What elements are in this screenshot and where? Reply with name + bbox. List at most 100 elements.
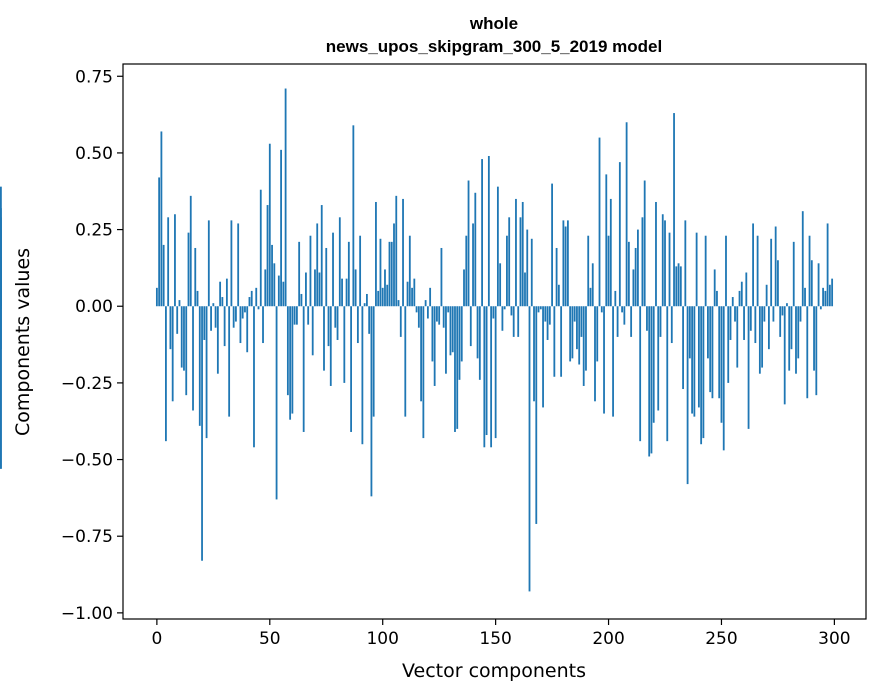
bar-98: [377, 290, 380, 307]
bar-183: [569, 306, 572, 362]
bar-36: [237, 223, 240, 307]
bar-28: [219, 281, 222, 307]
bar-287: [804, 287, 806, 307]
chart-title-line-2: news_upos_skipgram_300_5_2019 model: [326, 37, 662, 56]
bar-213: [637, 229, 639, 307]
bar-55: [280, 149, 282, 307]
bar-227: [668, 232, 671, 307]
bar-51: [271, 244, 273, 307]
bar-24: [210, 306, 212, 331]
bar-128: [445, 306, 447, 374]
bar-146: [485, 306, 488, 436]
bar-284: [797, 306, 800, 359]
bar-160: [517, 306, 520, 337]
bar-48: [264, 269, 267, 307]
bar-238: [693, 306, 696, 417]
bar-178: [557, 284, 560, 307]
bar-41: [248, 297, 251, 307]
bar-13: [185, 306, 188, 396]
bar-193: [591, 263, 594, 307]
bar-94: [368, 306, 371, 334]
bar-134: [458, 306, 461, 380]
bar-196: [598, 137, 601, 307]
bar-121: [429, 287, 432, 307]
bar-43: [253, 306, 255, 448]
bar-96: [372, 306, 375, 417]
bar-186: [576, 306, 578, 350]
bar-233: [682, 306, 684, 390]
y-tick-label: −1.00: [61, 604, 113, 624]
bar-206: [621, 306, 623, 313]
bar-20: [201, 306, 203, 561]
bar-290: [810, 260, 813, 307]
x-tick-label: 100: [366, 629, 398, 649]
bar-239: [695, 232, 698, 307]
x-tick-label: 250: [705, 629, 737, 649]
bar-184: [571, 306, 574, 359]
bar-95: [370, 306, 373, 497]
bar-106: [395, 195, 398, 307]
bar-262: [747, 306, 750, 429]
bar-65: [302, 306, 305, 432]
bar-143: [478, 306, 481, 380]
bar-162: [521, 201, 524, 307]
bar-288: [806, 306, 809, 399]
bar-113: [411, 287, 413, 307]
x-tick-label: 50: [259, 629, 281, 649]
bar-228: [670, 306, 673, 344]
bar-261: [745, 272, 748, 307]
bar-155: [506, 235, 508, 307]
bar-87: [352, 125, 355, 307]
bar-59: [289, 306, 292, 420]
bar-192: [589, 287, 592, 307]
bar-76: [327, 306, 330, 347]
bar-147: [487, 155, 490, 307]
bar-179: [560, 306, 563, 377]
bar-140: [472, 223, 474, 307]
bar-286: [801, 211, 804, 307]
y-axis-label: Components values: [12, 248, 34, 436]
bar-231: [677, 263, 680, 307]
bar-105: [393, 223, 395, 307]
bar-250: [720, 306, 723, 423]
bar-275: [777, 260, 779, 307]
bar-27: [216, 306, 219, 374]
bar-267: [758, 306, 761, 374]
y-tick-label: −0.75: [61, 527, 113, 547]
bar-216: [643, 180, 646, 307]
bar-114: [413, 278, 416, 307]
bar-252: [725, 235, 727, 307]
bar-309: [0, 257, 2, 307]
y-tick-label: −0.25: [61, 374, 113, 394]
bar-185: [573, 306, 576, 322]
bar-150: [494, 306, 497, 439]
bar-70: [314, 269, 316, 307]
bar-257: [736, 306, 739, 368]
bar-181: [564, 226, 567, 307]
bar-93: [366, 293, 368, 307]
bar-205: [618, 162, 621, 307]
bar-245: [709, 306, 712, 393]
bar-80: [336, 306, 339, 340]
bar-198: [603, 306, 605, 414]
bar-1: [158, 177, 161, 307]
bar-243: [704, 235, 707, 307]
bar-129: [447, 306, 450, 313]
bar-124: [436, 306, 438, 322]
bar-151: [496, 186, 499, 307]
bar-174: [548, 306, 551, 325]
bar-292: [815, 306, 818, 396]
bar-212: [634, 247, 637, 307]
bar-82: [341, 278, 343, 307]
bar-40: [246, 306, 249, 353]
bar-269: [763, 306, 766, 322]
bar-139: [469, 306, 472, 347]
bar-47: [262, 306, 264, 344]
x-tick-label: 300: [818, 629, 850, 649]
bar-232: [679, 266, 682, 307]
bar-50: [268, 143, 271, 307]
bar-8: [174, 214, 176, 307]
bar-133: [456, 306, 459, 429]
chart-title-line-1: whole: [469, 14, 518, 33]
bar-163: [524, 272, 526, 307]
